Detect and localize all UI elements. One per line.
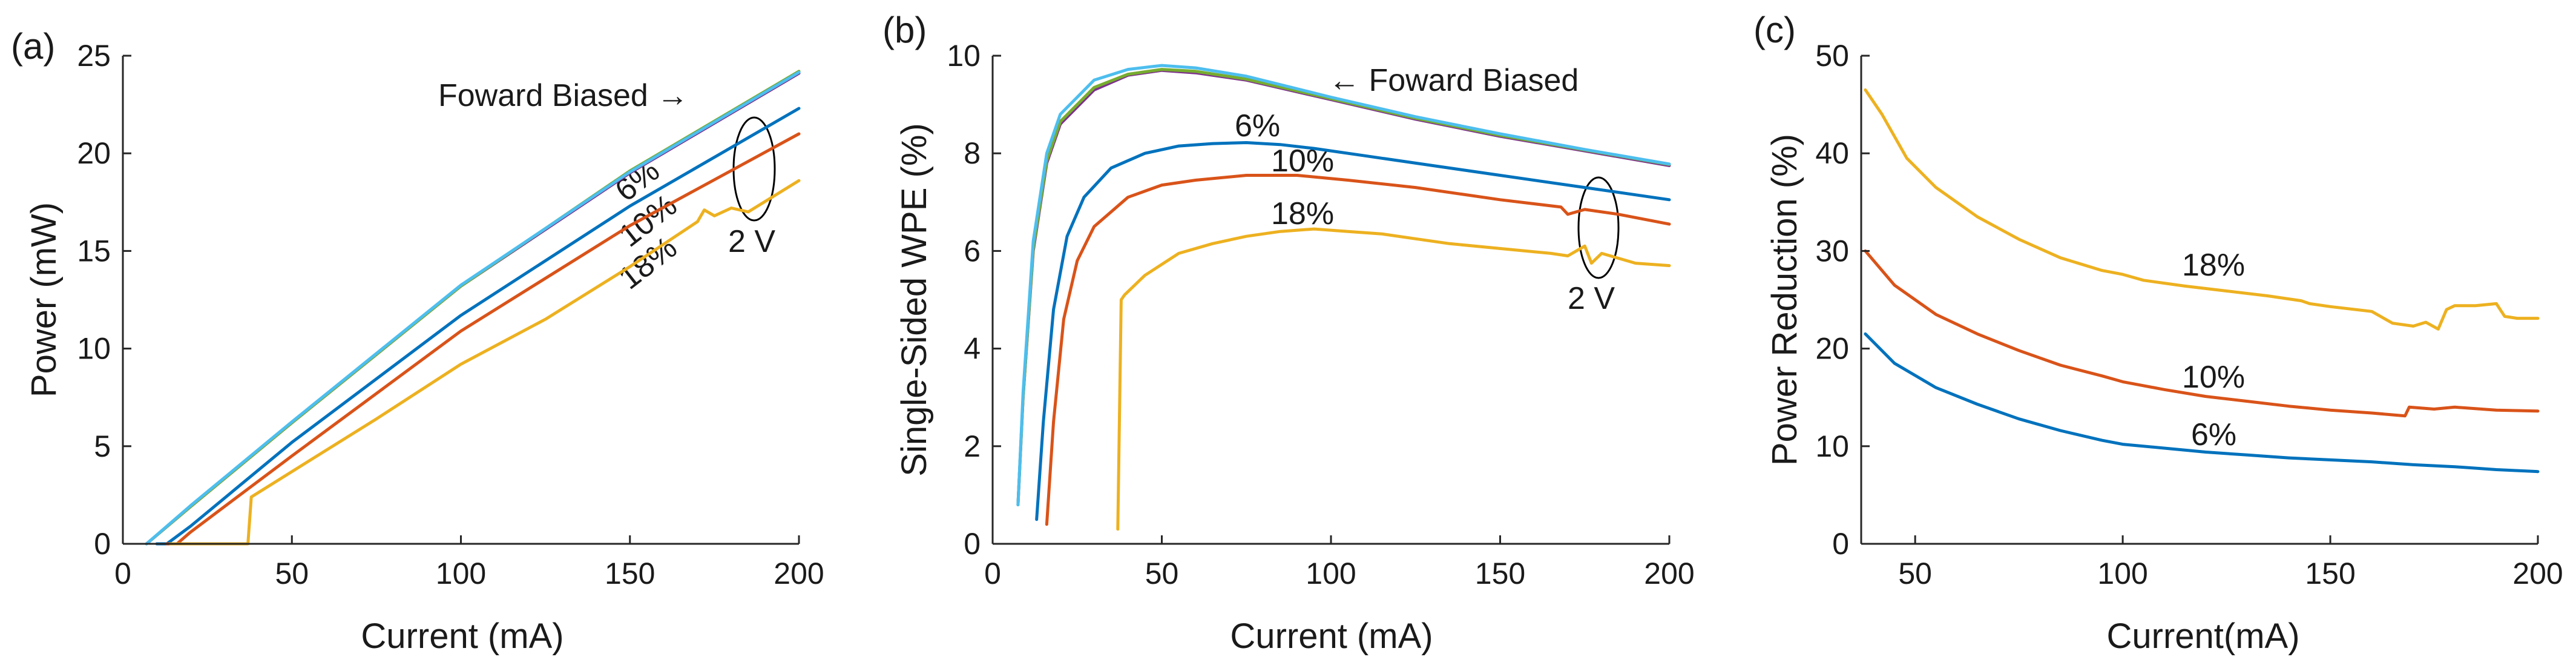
- panel-c-series-6pct: [1864, 332, 2540, 474]
- panel-c-annot-6pct: 6%: [2191, 417, 2236, 452]
- panel-c-series-group: [1864, 88, 2540, 474]
- panel-c-xlabel: Current(mA): [2106, 616, 2299, 656]
- panel-c-xtick-label: 50: [1898, 557, 1932, 590]
- panel-c: (c) Power Reduction (%) Current(mA) 18% …: [1753, 10, 2563, 656]
- panel-b-ytick-label: 4: [964, 332, 981, 366]
- panel-a-xtick-label: 50: [275, 557, 309, 590]
- panel-b-series-10pct: [1045, 174, 1671, 526]
- panel-a-ytick-label: 15: [77, 234, 111, 268]
- panel-b-ytick-label: 8: [964, 136, 981, 170]
- panel-c-ytick-label: 10: [1815, 429, 1849, 463]
- panel-c-xtick-label: 100: [2097, 557, 2147, 590]
- panel-b-xtick-label: 50: [1145, 557, 1179, 590]
- panel-b-ytick-label: 6: [964, 234, 981, 268]
- panel-c-ytick-label: 0: [1832, 527, 1849, 561]
- panel-a-ytick-label: 5: [94, 429, 111, 463]
- panel-c-series-10pct: [1864, 249, 2540, 418]
- panel-c-annot-18pct: 18%: [2182, 248, 2245, 283]
- panel-b-series-6pct: [1035, 141, 1671, 521]
- panel-a-ylabel: Power (mW): [24, 202, 64, 397]
- panel-c-ytick-label: 40: [1815, 136, 1849, 170]
- panel-c-ytick-label: 50: [1815, 39, 1849, 73]
- panel-b: (b) Single-Sided WPE (%) Current (mA) ← …: [882, 10, 1695, 656]
- panel-a-series-18pct: [168, 179, 801, 546]
- panel-b-series-foward-biased-3: [1016, 64, 1671, 506]
- panel-a-ytick-label: 20: [77, 136, 111, 170]
- panel-c-label: (c): [1753, 10, 1796, 50]
- panel-b-annot-6pct: 6%: [1235, 108, 1280, 144]
- panel-c-ylabel: Power Reduction (%): [1765, 134, 1804, 466]
- panel-a-series-6pct: [155, 107, 801, 546]
- panel-b-ytick-label: 2: [964, 429, 981, 463]
- panel-b-xtick-label: 100: [1306, 557, 1356, 590]
- panel-b-annot-forward: ← Foward Biased: [1329, 63, 1579, 98]
- panel-a-label: (a): [11, 26, 55, 67]
- panel-a-series-group: [145, 70, 801, 546]
- panel-c-ytick-label: 30: [1815, 234, 1849, 268]
- panel-b-series-18pct: [1116, 227, 1671, 531]
- panel-a-ytick-label: 25: [77, 39, 111, 73]
- panel-a-annot-2v: 2 V: [728, 224, 775, 259]
- panel-b-2v-ellipse: [1577, 176, 1620, 279]
- panel-a-xtick-label: 100: [436, 557, 486, 590]
- panel-a-xtick-label: 200: [774, 557, 824, 590]
- panel-a-xtick-label: 150: [605, 557, 655, 590]
- panel-a-xlabel: Current (mA): [361, 616, 564, 656]
- panel-a-ytick-label: 10: [77, 332, 111, 366]
- panel-b-annot-2v: 2 V: [1568, 281, 1615, 316]
- panel-b-annot-18pct: 18%: [1271, 196, 1334, 231]
- panel-c-series-18pct: [1864, 88, 2540, 331]
- panel-a-series-10pct: [165, 132, 801, 546]
- panel-b-series-group: [1016, 64, 1671, 531]
- panel-c-xtick-label: 200: [2512, 557, 2563, 590]
- panel-c-ytick-label: 20: [1815, 332, 1849, 366]
- panel-a-annot-forward: Foward Biased →: [438, 78, 688, 113]
- panel-a-ytick-label: 0: [94, 527, 111, 561]
- panel-a: (a) Power (mW) Current (mA) Foward Biase…: [11, 26, 824, 656]
- panel-b-ytick-label: 0: [964, 527, 981, 561]
- panel-b-label: (b): [882, 10, 927, 50]
- panel-c-annot-10pct: 10%: [2182, 360, 2245, 395]
- panel-c-xtick-label: 150: [2305, 557, 2355, 590]
- panel-b-xtick-label: 200: [1644, 557, 1694, 590]
- panel-b-xtick-label: 0: [984, 557, 1001, 590]
- panel-b-xlabel: Current (mA): [1230, 616, 1433, 656]
- panel-b-ytick-label: 10: [947, 39, 981, 73]
- panel-b-xtick-label: 150: [1475, 557, 1525, 590]
- panel-b-ylabel: Single-Sided WPE (%): [895, 123, 934, 476]
- panel-a-xtick-label: 0: [114, 557, 131, 590]
- panel-a-series-foward-biased-3: [145, 70, 801, 546]
